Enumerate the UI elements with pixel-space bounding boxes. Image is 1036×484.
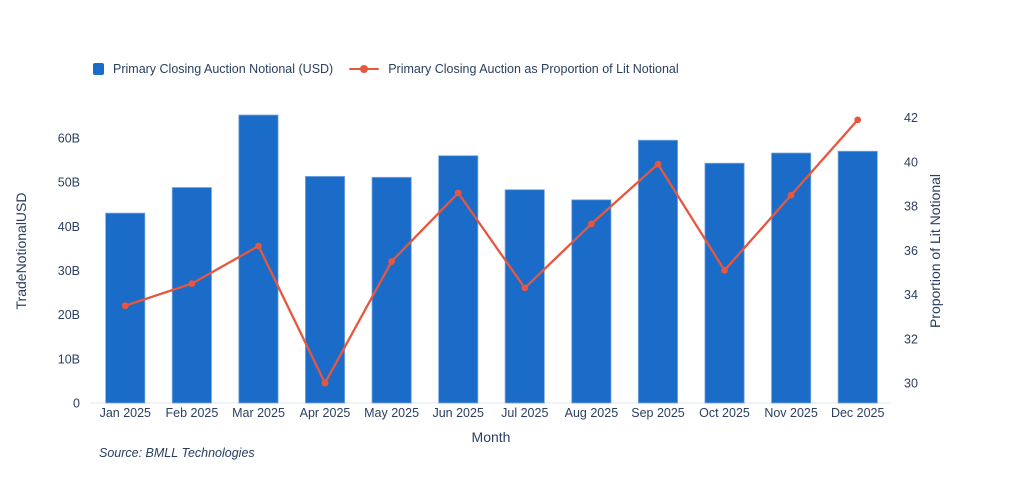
y-right-tick-label: 36 <box>904 244 918 258</box>
x-tick-label: Aug 2025 <box>565 406 619 420</box>
y-right-tick-label: 30 <box>904 377 918 391</box>
bar-feb-2025[interactable] <box>171 187 212 404</box>
line-point-oct-2025[interactable] <box>721 266 728 274</box>
line-point-jun-2025[interactable] <box>454 189 462 197</box>
bar-mar-2025[interactable] <box>238 114 279 404</box>
x-tick-label: Jan 2025 <box>100 406 151 420</box>
y-right-tick-label: 40 <box>904 155 918 169</box>
bar-nov-2025[interactable] <box>771 152 812 404</box>
y-right-tick-label: 34 <box>904 288 918 302</box>
x-tick-label: Mar 2025 <box>232 406 285 420</box>
x-tick-label: Dec 2025 <box>831 406 885 420</box>
line-swatch-icon <box>349 65 380 73</box>
x-tick-label: Feb 2025 <box>165 406 218 420</box>
x-tick-label: Jul 2025 <box>501 406 548 420</box>
y-left-tick-label: 30B <box>58 264 80 278</box>
bar-apr-2025[interactable] <box>304 175 346 404</box>
line-point-feb-2025[interactable] <box>188 280 196 287</box>
line-point-dec-2025[interactable] <box>854 116 862 124</box>
y-right-tick-label: 38 <box>904 200 918 214</box>
legend-bar-label: Primary Closing Auction Notional (USD) <box>113 62 334 76</box>
line-point-jul-2025[interactable] <box>521 284 529 292</box>
y-left-tick-label: 0 <box>73 397 80 411</box>
legend: Primary Closing Auction Notional (USD) P… <box>93 62 679 76</box>
source-note: Source: BMLL Technologies <box>99 446 255 460</box>
legend-item-bar-series[interactable]: Primary Closing Auction Notional (USD) <box>93 62 333 76</box>
y-left-tick-label: 50B <box>58 176 80 190</box>
y-right-tick-label: 42 <box>904 111 918 125</box>
y-left-tick-label: 40B <box>58 220 80 234</box>
line-point-aug-2025[interactable] <box>588 220 595 228</box>
x-tick-label: Apr 2025 <box>300 406 351 420</box>
line-point-jan-2025[interactable] <box>121 302 129 310</box>
y-axis-right-title: Proportion of Lit Notional <box>927 174 943 328</box>
x-tick-label: Sep 2025 <box>631 406 685 420</box>
x-axis-title: Month <box>472 429 511 445</box>
legend-line-label: Primary Closing Auction as Proportion of… <box>388 62 679 76</box>
legend-item-line-series[interactable]: Primary Closing Auction as Proportion of… <box>349 62 679 76</box>
bar-oct-2025[interactable] <box>704 162 745 404</box>
bar-jul-2025[interactable] <box>504 189 545 404</box>
bar-dec-2025[interactable] <box>837 150 878 404</box>
y-axis-left-title: TradeNotionalUSD <box>13 193 29 310</box>
y-left-tick-label: 10B <box>58 352 80 366</box>
line-swatch-dot-icon <box>360 65 369 73</box>
line-point-nov-2025[interactable] <box>787 191 795 199</box>
x-tick-label: Jun 2025 <box>432 406 483 420</box>
bar-aug-2025[interactable] <box>571 199 612 404</box>
line-point-may-2025[interactable] <box>388 258 395 265</box>
bar-sep-2025[interactable] <box>637 139 678 404</box>
x-tick-label: Oct 2025 <box>699 406 750 420</box>
bar-may-2025[interactable] <box>371 176 412 404</box>
y-left-tick-label: 60B <box>58 132 80 146</box>
y-left-tick-label: 20B <box>58 308 80 322</box>
proportion-line[interactable] <box>124 119 859 386</box>
x-tick-label: May 2025 <box>364 406 419 420</box>
line-point-sep-2025[interactable] <box>654 160 662 168</box>
bar-jun-2025[interactable] <box>438 155 479 404</box>
bar-jan-2025[interactable] <box>105 212 146 404</box>
line-point-mar-2025[interactable] <box>255 242 262 250</box>
y-right-tick-label: 32 <box>904 332 918 346</box>
line-point-apr-2025[interactable] <box>321 379 329 387</box>
bar-swatch-icon <box>93 63 104 75</box>
x-tick-label: Nov 2025 <box>764 406 818 420</box>
